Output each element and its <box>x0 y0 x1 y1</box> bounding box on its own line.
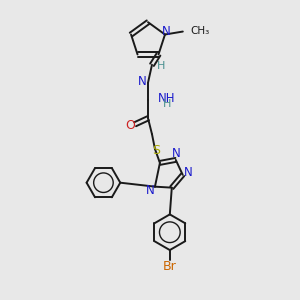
Text: Br: Br <box>163 260 177 273</box>
Text: N: N <box>172 148 181 160</box>
Text: H: H <box>157 61 165 71</box>
Text: N: N <box>162 25 170 38</box>
Text: N: N <box>146 184 154 197</box>
Text: N: N <box>138 75 146 88</box>
Text: NH: NH <box>158 92 176 105</box>
Text: N: N <box>184 166 193 179</box>
Text: H: H <box>163 99 171 110</box>
Text: CH₃: CH₃ <box>191 26 210 36</box>
Text: O: O <box>125 119 135 132</box>
Text: S: S <box>152 143 160 157</box>
